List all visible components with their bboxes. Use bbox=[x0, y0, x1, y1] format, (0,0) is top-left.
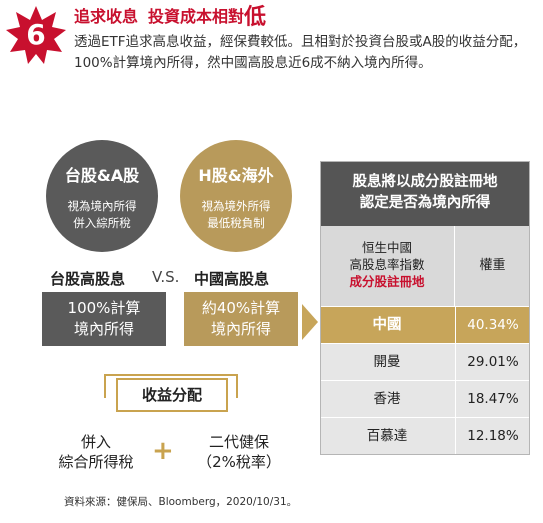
versus-label: V.S. bbox=[152, 268, 180, 286]
table-row: 開曼 29.01% bbox=[320, 344, 530, 380]
tw-circle-sub2: 併入綜所稅 bbox=[73, 216, 131, 230]
col1-line2: 高股息率指數 bbox=[349, 257, 425, 272]
option1-line1: 併入 bbox=[80, 433, 111, 451]
row-country: 中國 bbox=[372, 317, 402, 333]
health-insurance-option: 二代健保 （2%稅率） bbox=[184, 432, 294, 472]
table-title-line2: 認定是否為境內所得 bbox=[359, 195, 491, 211]
table-header-weight: 權重 bbox=[455, 226, 530, 306]
tw-circle-title: 台股&A股 bbox=[64, 166, 140, 185]
badge-number: 6 bbox=[26, 18, 45, 51]
table-row: 中國 40.34% bbox=[320, 307, 530, 343]
distribution-bracket bbox=[104, 374, 238, 398]
tw-dividend-label: 台股高股息 bbox=[50, 270, 126, 288]
row-weight: 40.34% bbox=[455, 307, 530, 343]
hk-circle-sub2: 最低稅負制 bbox=[207, 216, 265, 230]
china-dividend-label: 中國高股息 bbox=[194, 270, 270, 288]
row-weight: 18.47% bbox=[455, 381, 530, 417]
option1-line2: 綜合所得稅 bbox=[58, 453, 134, 471]
starburst-icon: 6 bbox=[6, 6, 66, 64]
taiwan-a-share-circle: 台股&A股 視為境內所得 併入綜所稅 bbox=[46, 140, 158, 252]
tw-income-box: 100%計算 境內所得 bbox=[42, 292, 166, 346]
option2-line1: 二代健保 bbox=[208, 433, 269, 451]
page-title: 追求收息 投資成本相對低 bbox=[74, 6, 266, 29]
table-title: 股息將以成分股註冊地 認定是否為境內所得 bbox=[320, 161, 530, 226]
income-tax-option: 併入 綜合所得稅 bbox=[48, 432, 144, 472]
description-text: 透過ETF追求高息收益，經保費較低。且相對於投資台股或A股的收益分配，100%計… bbox=[74, 34, 527, 71]
section-number-badge: 6 bbox=[6, 4, 66, 64]
hk-box-line2: 境內所得 bbox=[210, 320, 271, 338]
table-row: 百慕達 12.18% bbox=[320, 418, 530, 454]
plus-icon: + bbox=[152, 436, 174, 466]
row-country: 百慕達 bbox=[366, 428, 408, 444]
distribution-label: 收益分配 bbox=[116, 378, 228, 412]
table-title-line1: 股息將以成分股註冊地 bbox=[352, 174, 498, 190]
arrow-right-icon bbox=[302, 304, 318, 340]
hk-box-line1: 約40%計算 bbox=[201, 299, 281, 317]
col1-line3: 成分股註冊地 bbox=[349, 274, 425, 289]
col1-line1: 恒生中國 bbox=[361, 240, 412, 255]
hk-circle-sub1: 視為境外所得 bbox=[201, 199, 271, 213]
table-header-domicile: 恒生中國 高股息率指數 成分股註冊地 bbox=[320, 226, 454, 306]
h-share-overseas-circle: H股&海外 視為境外所得 最低稅負制 bbox=[180, 140, 292, 252]
hk-circle-title: H股&海外 bbox=[198, 166, 274, 185]
title-emphasis: 低 bbox=[244, 5, 267, 30]
row-weight: 29.01% bbox=[455, 344, 530, 380]
row-country: 開曼 bbox=[373, 354, 401, 370]
hk-income-box: 約40%計算 境內所得 bbox=[184, 292, 298, 346]
table-row: 香港 18.47% bbox=[320, 381, 530, 417]
tw-box-line2: 境內所得 bbox=[73, 320, 134, 338]
row-weight: 12.18% bbox=[455, 418, 530, 454]
row-country: 香港 bbox=[373, 391, 401, 407]
option2-line2: （2%稅率） bbox=[197, 453, 281, 471]
title-part1: 追求收息 bbox=[74, 7, 139, 26]
source-note: 資料來源：健保局、Bloomberg，2020/10/31。 bbox=[64, 496, 298, 508]
tw-box-line1: 100%計算 bbox=[67, 299, 141, 317]
tw-circle-sub1: 視為境內所得 bbox=[67, 199, 137, 213]
title-part2: 投資成本相對 bbox=[148, 7, 245, 26]
